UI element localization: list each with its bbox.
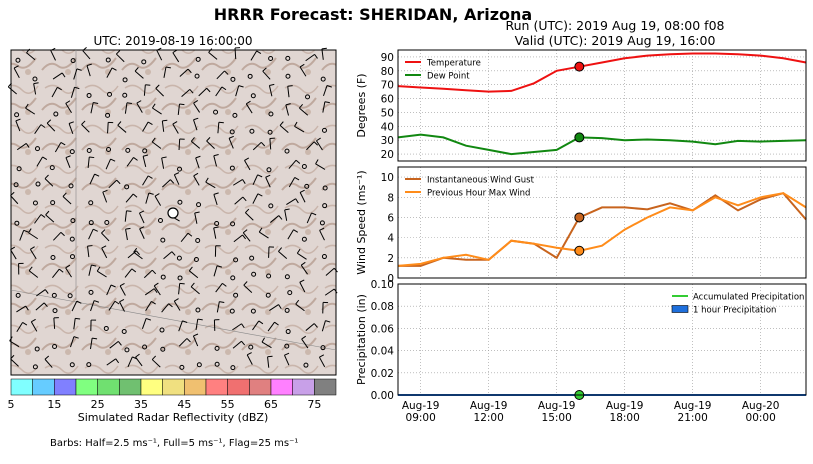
y-tick-label: 60 xyxy=(381,94,394,106)
figure-title: HRRR Forecast: SHERIDAN, Arizona xyxy=(214,5,532,24)
x-tick-label: Aug-20 xyxy=(742,400,780,412)
colorbar-swatch xyxy=(141,379,163,395)
colorbar-tick-label: 35 xyxy=(134,398,148,411)
colorbar-swatch xyxy=(206,379,228,395)
wind-barb-tick xyxy=(322,48,327,49)
x-axis: Aug-1909:00Aug-1912:00Aug-1915:00Aug-191… xyxy=(402,400,780,424)
colorbar-tick-label: 15 xyxy=(47,398,61,411)
x-tick-label: Aug-19 xyxy=(674,400,712,412)
x-tick-label: 21:00 xyxy=(678,412,708,424)
colorbar-swatch xyxy=(228,379,250,395)
y-tick-label: 20 xyxy=(381,149,394,161)
wind-barb-tick xyxy=(127,103,132,104)
wind-barb-tick xyxy=(288,86,293,87)
legend-label: Instantaneous Wind Gust xyxy=(427,176,535,186)
legend-swatch xyxy=(672,306,688,313)
x-tick-label: 12:00 xyxy=(474,412,504,424)
colorbar-tick-label: 45 xyxy=(177,398,191,411)
colorbar-swatch xyxy=(11,379,33,395)
map-title: UTC: 2019-08-19 16:00:00 xyxy=(93,34,252,48)
y-tick-label: 4 xyxy=(387,233,394,245)
y-tick-label: 80 xyxy=(381,66,394,78)
colorbar-tick-label: 65 xyxy=(264,398,278,411)
y-tick-label: 50 xyxy=(381,107,394,119)
y-axis-label: Degrees (F) xyxy=(355,73,368,137)
y-tick-label: 8 xyxy=(387,192,394,204)
legend-label: Dew Point xyxy=(427,72,470,82)
barbs-note: Barbs: Half=2.5 ms⁻¹, Full=5 ms⁻¹, Flag=… xyxy=(50,438,298,449)
map-panel xyxy=(8,47,337,375)
y-tick-label: 0.00 xyxy=(371,390,394,402)
colorbar-tick-label: 55 xyxy=(221,398,235,411)
y-tick-label: 0.02 xyxy=(371,368,394,380)
wind-barb-tick xyxy=(89,157,94,158)
y-tick-label: 30 xyxy=(381,135,394,147)
colorbar-swatch xyxy=(98,379,120,395)
valid-line: Valid (UTC): 2019 Aug 19, 16:00 xyxy=(515,33,716,48)
x-tick-label: 00:00 xyxy=(746,412,776,424)
colorbar-ticks: 5 15 25 35 45 55 65 75 xyxy=(8,398,322,411)
y-axis-label: Wind Speed (ms⁻¹) xyxy=(355,170,368,274)
y-tick-label: 2 xyxy=(387,253,394,265)
y-tick-label: 70 xyxy=(381,80,394,92)
location-marker xyxy=(168,208,178,218)
valid-time-marker xyxy=(575,62,584,71)
colorbar-swatch xyxy=(271,379,293,395)
legend-label: Accumulated Precipitation xyxy=(693,293,804,303)
colorbar-swatch xyxy=(119,379,141,395)
y-tick-label: 6 xyxy=(387,212,394,224)
colorbar-swatch xyxy=(184,379,206,395)
wind-barb xyxy=(179,139,180,150)
wind-barb-tick xyxy=(162,120,167,121)
y-tick-label: 0.10 xyxy=(371,279,394,291)
wind-barb-tick xyxy=(88,246,93,247)
colorbar-swatch xyxy=(249,379,271,395)
wind-barb xyxy=(108,122,109,133)
y-axis-label: Precipitation (in) xyxy=(355,294,368,385)
colorbar-swatch xyxy=(33,379,55,395)
x-tick-label: Aug-19 xyxy=(538,400,576,412)
x-tick-label: 18:00 xyxy=(610,412,640,424)
colorbar-swatch xyxy=(163,379,185,395)
colorbar-swatch xyxy=(76,379,98,395)
colorbar-tick-label: 25 xyxy=(91,398,105,411)
y-tick-label: 10 xyxy=(381,172,394,184)
colorbar-swatch xyxy=(293,379,315,395)
legend-label: 1 hour Precipitation xyxy=(693,306,776,316)
legend-label: Temperature xyxy=(426,59,481,69)
x-tick-label: Aug-19 xyxy=(470,400,508,412)
colorbar-swatch xyxy=(54,379,76,395)
x-tick-label: Aug-19 xyxy=(606,400,644,412)
colorbar-swatch xyxy=(314,379,336,395)
colorbar-tick-label: 75 xyxy=(307,398,321,411)
wind-barb xyxy=(235,48,236,59)
x-tick-label: Aug-19 xyxy=(402,400,440,412)
wind-barb-tick xyxy=(126,211,131,212)
y-tick-label: 0.08 xyxy=(371,301,394,313)
valid-time-marker xyxy=(575,213,584,222)
y-tick-label: 0.06 xyxy=(371,323,395,335)
x-tick-label: 09:00 xyxy=(406,412,436,424)
y-tick-label: 40 xyxy=(381,121,394,133)
run-line: Run (UTC): 2019 Aug 19, 08:00 f08 xyxy=(506,18,725,33)
radar-colorbar xyxy=(11,379,336,395)
wind-barb-tick xyxy=(75,318,80,319)
wind-barb-tick xyxy=(268,356,273,357)
wind-barb-tick xyxy=(180,283,185,284)
valid-time-marker xyxy=(575,133,584,142)
colorbar-label: Simulated Radar Reflectivity (dBZ) xyxy=(78,411,269,424)
x-tick-label: 15:00 xyxy=(542,412,572,424)
legend-label: Previous Hour Max Wind xyxy=(427,189,530,199)
valid-time-marker xyxy=(575,246,584,255)
y-tick-label: 0.04 xyxy=(371,346,395,358)
wind-barb-tick xyxy=(179,104,184,105)
colorbar-tick-label: 5 xyxy=(8,398,15,411)
y-tick-label: 90 xyxy=(381,52,394,64)
